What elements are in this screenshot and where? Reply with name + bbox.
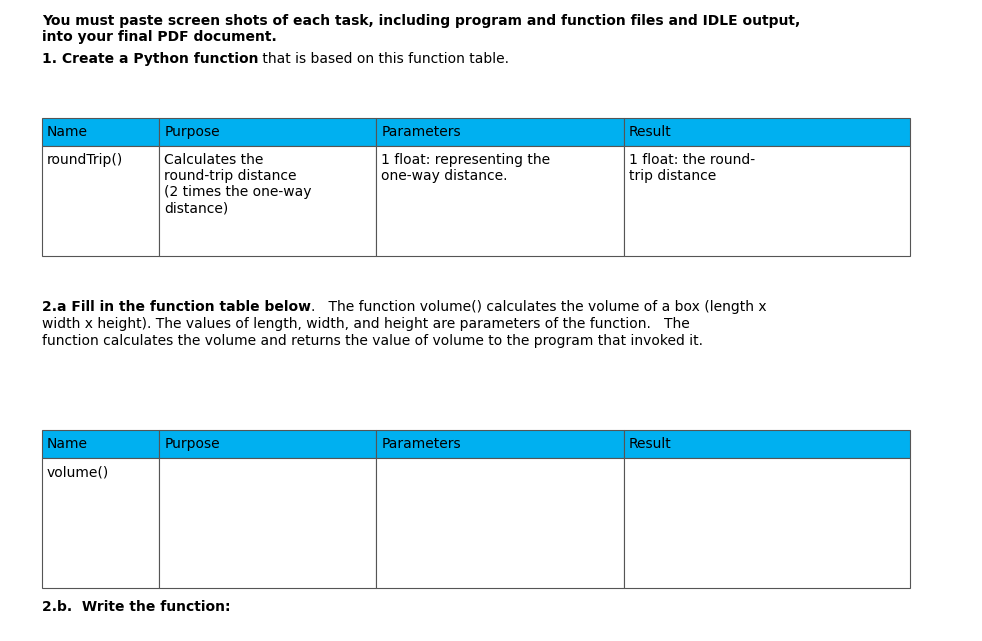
Text: You must paste screen shots of each task, including program and function files a: You must paste screen shots of each task… [42,14,800,28]
Bar [159,146,376,256]
Text: .   The function volume() calculates the volume of a box (length x: . The function volume() calculates the v… [311,300,767,314]
Text: 1. Create a Python function: 1. Create a Python function [42,52,258,66]
Text: Purpose: Purpose [164,437,220,451]
Text: Name: Name [47,125,88,139]
Text: Parameters: Parameters [381,125,461,139]
Bar [624,458,910,588]
Text: 2.a Fill in the function table below: 2.a Fill in the function table below [42,300,311,314]
Bar [624,430,910,458]
Text: Result: Result [628,125,672,139]
Text: 2.b.  Write the function:: 2.b. Write the function: [42,600,231,614]
Bar [42,146,159,256]
Bar [376,458,624,588]
Text: 1 float: representing the
one-way distance.: 1 float: representing the one-way distan… [381,153,550,183]
Text: 1 float: the round-
trip distance: 1 float: the round- trip distance [628,153,755,183]
Bar [376,118,624,146]
Text: into your final PDF document.: into your final PDF document. [42,30,277,44]
Text: roundTrip(): roundTrip() [47,153,124,167]
Bar [624,146,910,256]
Text: volume(): volume() [47,465,109,479]
Bar [42,118,159,146]
Bar [376,146,624,256]
Text: Parameters: Parameters [381,437,461,451]
Text: Result: Result [628,437,672,451]
Bar [159,458,376,588]
Bar [624,118,910,146]
Text: Calculates the
round-trip distance
(2 times the one-way
distance): Calculates the round-trip distance (2 ti… [164,153,311,215]
Text: Purpose: Purpose [164,125,220,139]
Bar [42,430,159,458]
Text: width x height). The values of length, width, and height are parameters of the f: width x height). The values of length, w… [42,317,689,331]
Text: Name: Name [47,437,88,451]
Text: that is based on this function table.: that is based on this function table. [258,52,510,66]
Bar [159,430,376,458]
Bar [159,118,376,146]
Text: function calculates the volume and returns the value of volume to the program th: function calculates the volume and retur… [42,334,703,348]
Bar [376,430,624,458]
Bar [42,458,159,588]
